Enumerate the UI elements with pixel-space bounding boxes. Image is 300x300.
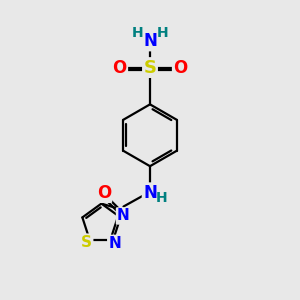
Text: S: S	[81, 235, 92, 250]
Text: N: N	[143, 32, 157, 50]
Text: O: O	[112, 58, 127, 76]
Text: N: N	[143, 184, 157, 202]
Text: O: O	[97, 184, 111, 202]
Text: S: S	[143, 58, 157, 76]
Text: O: O	[173, 58, 188, 76]
Text: H: H	[132, 26, 143, 40]
Text: H: H	[155, 191, 167, 205]
Text: N: N	[108, 236, 121, 251]
Text: N: N	[117, 208, 130, 224]
Text: H: H	[157, 26, 168, 40]
